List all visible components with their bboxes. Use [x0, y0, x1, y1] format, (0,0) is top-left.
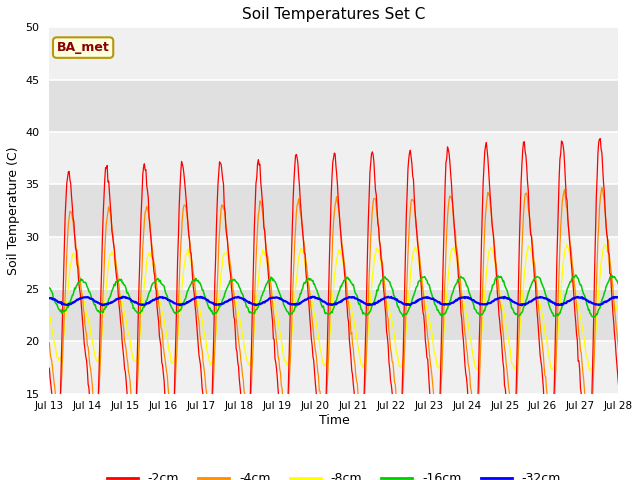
- Legend: -2cm, -4cm, -8cm, -16cm, -32cm: -2cm, -4cm, -8cm, -16cm, -32cm: [102, 467, 566, 480]
- Bar: [49, 237, 618, 289]
- Bar: [49, 184, 618, 237]
- Bar: [49, 341, 618, 394]
- Bar: [49, 289, 618, 341]
- Bar: [49, 132, 618, 184]
- Bar: [49, 27, 618, 80]
- Text: BA_met: BA_met: [57, 41, 109, 54]
- Y-axis label: Soil Temperature (C): Soil Temperature (C): [7, 146, 20, 275]
- Title: Soil Temperatures Set C: Soil Temperatures Set C: [242, 7, 426, 22]
- X-axis label: Time: Time: [319, 414, 349, 427]
- Bar: [49, 80, 618, 132]
